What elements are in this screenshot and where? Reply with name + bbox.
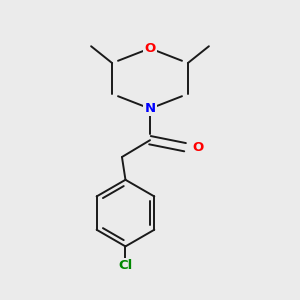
Text: O: O bbox=[144, 42, 156, 55]
Text: N: N bbox=[144, 102, 156, 115]
Text: O: O bbox=[193, 141, 204, 154]
Text: Cl: Cl bbox=[118, 259, 133, 272]
